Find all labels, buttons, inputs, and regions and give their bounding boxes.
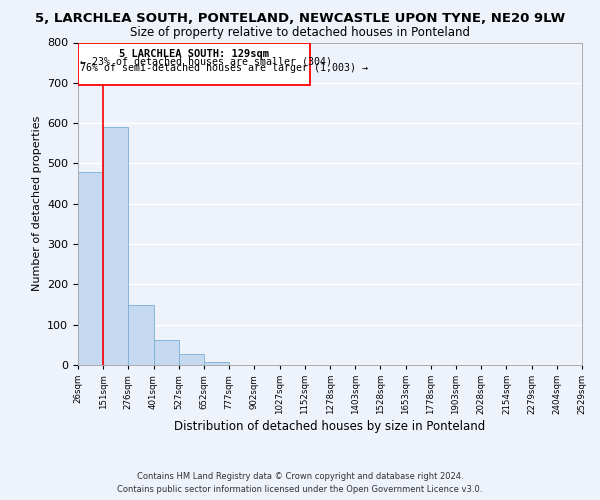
Bar — [154, 340, 179, 365]
FancyBboxPatch shape — [78, 44, 310, 85]
Text: ← 23% of detached houses are smaller (304): ← 23% of detached houses are smaller (30… — [80, 56, 332, 66]
Text: 76% of semi-detached houses are larger (1,003) →: 76% of semi-detached houses are larger (… — [80, 64, 368, 74]
Text: 5, LARCHLEA SOUTH, PONTELAND, NEWCASTLE UPON TYNE, NE20 9LW: 5, LARCHLEA SOUTH, PONTELAND, NEWCASTLE … — [35, 12, 565, 26]
Bar — [78, 172, 103, 365]
Bar — [179, 354, 204, 365]
Bar — [128, 304, 154, 365]
Text: 5 LARCHLEA SOUTH: 129sqm: 5 LARCHLEA SOUTH: 129sqm — [119, 49, 269, 59]
Text: Contains HM Land Registry data © Crown copyright and database right 2024.
Contai: Contains HM Land Registry data © Crown c… — [118, 472, 482, 494]
Text: Size of property relative to detached houses in Ponteland: Size of property relative to detached ho… — [130, 26, 470, 39]
Bar — [103, 127, 128, 365]
X-axis label: Distribution of detached houses by size in Ponteland: Distribution of detached houses by size … — [175, 420, 485, 433]
Y-axis label: Number of detached properties: Number of detached properties — [32, 116, 41, 292]
Bar — [204, 362, 229, 365]
